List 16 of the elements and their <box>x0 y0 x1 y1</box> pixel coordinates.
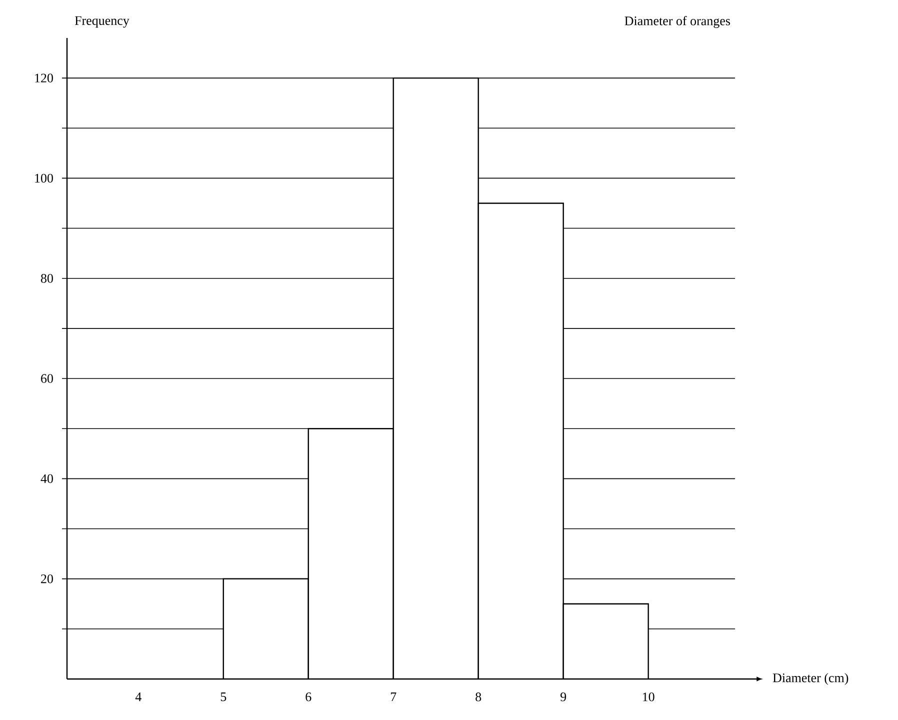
x-tick-label: 5 <box>220 692 226 702</box>
x-axis-title: Diameter (cm) <box>772 673 848 685</box>
chart-title: Diameter of oranges <box>624 16 730 28</box>
y-tick-label: 120 <box>35 74 53 82</box>
x-tick-label: 9 <box>560 692 566 702</box>
x-tick-label: 7 <box>390 692 396 702</box>
x-tick-label: 6 <box>306 692 312 702</box>
x-tick-label: 8 <box>476 692 482 702</box>
y-tick-label: 80 <box>40 274 53 283</box>
y-tick-label: 60 <box>41 374 53 383</box>
y-tick-label: 20 <box>41 574 53 584</box>
y-tick-label: 100 <box>35 174 53 183</box>
x-tick-label: 10 <box>642 692 654 702</box>
y-axis-title: Frequency <box>74 16 130 28</box>
x-tick-label: 4 <box>135 692 142 702</box>
y-tick-label: 40 <box>40 474 53 484</box>
